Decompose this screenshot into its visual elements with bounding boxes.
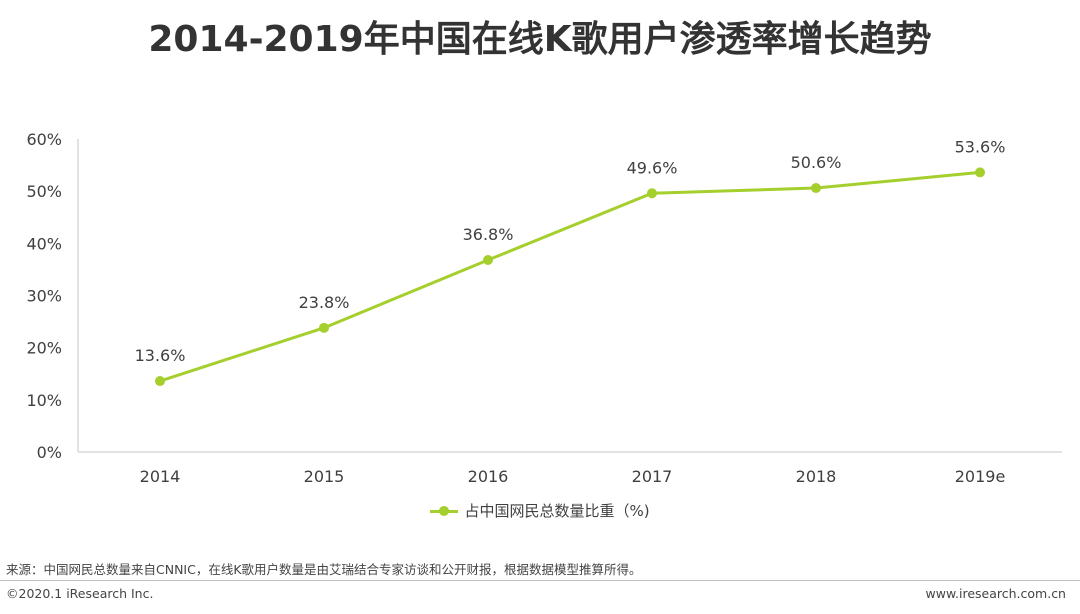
x-tick-label: 2017 — [632, 467, 673, 486]
data-label: 49.6% — [627, 158, 678, 177]
y-tick-label: 20% — [26, 339, 62, 358]
data-label: 36.8% — [463, 225, 514, 244]
x-tick-label: 2019e — [955, 467, 1006, 486]
legend-line-marker-icon — [430, 505, 459, 517]
data-label: 23.8% — [299, 293, 350, 312]
y-tick-label: 30% — [26, 287, 62, 306]
website-link[interactable]: www.iresearch.com.cn — [925, 586, 1067, 601]
chart-legend: 占中国网民总数量比重（%) — [0, 500, 1080, 521]
chart-title: 2014-2019年中国在线K歌用户渗透率增长趋势 — [148, 19, 932, 60]
data-point — [647, 188, 657, 199]
source-note: 来源：中国网民总数量来自CNNIC，在线K歌用户数量是由艾瑞结合专家访谈和公开财… — [6, 562, 642, 577]
y-tick-label: 10% — [26, 391, 62, 410]
data-label: 50.6% — [791, 153, 842, 172]
data-point — [811, 183, 821, 194]
data-label: 13.6% — [135, 346, 186, 365]
y-tick-label: 60% — [26, 130, 62, 149]
series-line — [158, 170, 982, 383]
data-point — [483, 255, 493, 266]
footer-divider — [0, 580, 1080, 581]
copyright-text: ©2020.1 iResearch Inc. — [6, 586, 154, 601]
x-tick-label: 2015 — [304, 467, 345, 486]
data-label: 53.6% — [955, 137, 1006, 156]
legend-label: 占中国网民总数量比重（%) — [464, 502, 650, 520]
data-point — [319, 322, 329, 333]
data-point — [155, 376, 165, 387]
x-tick-label: 2018 — [796, 467, 837, 486]
data-point — [975, 167, 985, 178]
y-tick-label: 0% — [37, 443, 62, 462]
y-tick-label: 40% — [26, 234, 62, 253]
x-tick-label: 2016 — [468, 467, 509, 486]
y-tick-label: 50% — [26, 182, 62, 201]
x-tick-label: 2014 — [140, 467, 181, 486]
